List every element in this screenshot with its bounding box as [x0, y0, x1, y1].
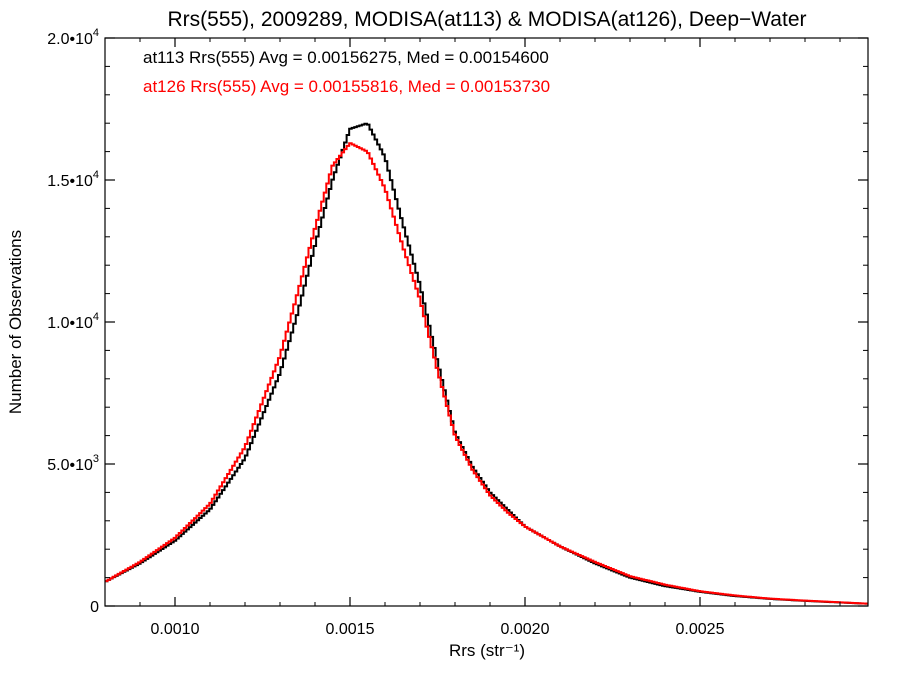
- annotations: at113 Rrs(555) Avg = 0.00156275, Med = 0…: [143, 48, 550, 96]
- y-tick-label: 0: [90, 599, 99, 616]
- x-tick-label: 0.0020: [501, 621, 550, 638]
- x-tick-label: 0.0025: [676, 621, 725, 638]
- y-tick-label: 5.0•103: [47, 453, 99, 474]
- y-tick-label: 2.0•104: [47, 27, 99, 48]
- x-tick-label: 0.0015: [326, 621, 375, 638]
- series-layer: [105, 122, 868, 605]
- x-axis-label: Rrs (str⁻¹): [449, 641, 525, 660]
- y-tick-label: 1.5•104: [47, 169, 99, 190]
- series-line-at126: [105, 142, 868, 605]
- ticks-layer: 0.0010 0.0015 0.0020 0.0025 0 5.0•103 1.0•104 1…: [47, 27, 868, 638]
- annotation-at126: at126 Rrs(555) Avg = 0.00155816, Med = 0…: [143, 77, 550, 96]
- y-tick-label: 1.0•104: [47, 311, 99, 332]
- chart-title: Rrs(555), 2009289, MODISA(at113) & MODIS…: [167, 8, 806, 31]
- y-axis-label: Number of Observations: [6, 230, 25, 414]
- x-tick-label: 0.0010: [151, 621, 200, 638]
- annotation-at113: at113 Rrs(555) Avg = 0.00156275, Med = 0…: [143, 48, 549, 67]
